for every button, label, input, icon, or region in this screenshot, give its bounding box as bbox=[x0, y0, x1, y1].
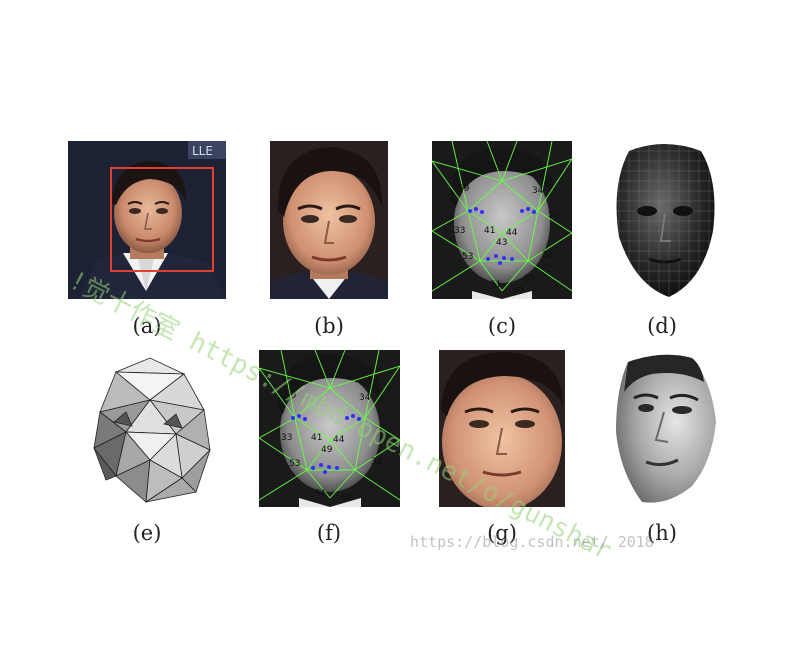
caption-c: (c) bbox=[487, 314, 517, 338]
caption-h: (h) bbox=[647, 521, 677, 545]
face-rotated-gray bbox=[612, 352, 720, 508]
landmark-label: 51 bbox=[490, 280, 501, 290]
face-model-3d bbox=[609, 141, 719, 299]
landmark-label: 53 bbox=[462, 252, 473, 262]
landmark-label: 59 bbox=[458, 184, 470, 194]
landmark-mesh-c: 59 34 59 41 44 43 33 33 51 59 53 60 bbox=[432, 141, 572, 299]
photo-cropped bbox=[270, 141, 388, 299]
landmark-label: 33 bbox=[371, 457, 382, 467]
landmark-label: 49 bbox=[321, 445, 333, 455]
landmark-label: 60 bbox=[512, 286, 524, 296]
landmark-label: 60 bbox=[341, 493, 353, 503]
landmark-label: 41 bbox=[311, 433, 322, 443]
caption-d: (d) bbox=[647, 314, 677, 338]
landmark-mesh-f: 59 34 41 44 49 33 33 51 53 60 bbox=[259, 350, 400, 507]
svg-text:LLE: LLE bbox=[192, 144, 213, 158]
caption-b: (b) bbox=[314, 314, 344, 338]
landmark-label: 53 bbox=[289, 459, 300, 469]
caption-a: (a) bbox=[132, 314, 162, 338]
landmark-label: 59 bbox=[548, 210, 560, 220]
landmark-label: 44 bbox=[333, 435, 345, 445]
landmark-label: 44 bbox=[506, 228, 518, 238]
caption-f: (f) bbox=[316, 521, 342, 545]
landmark-label: 34 bbox=[359, 393, 371, 403]
landmark-label: 33 bbox=[454, 226, 465, 236]
landmark-label: 43 bbox=[496, 238, 507, 248]
watermark-url: https://blog.csdn.net/ 2018 bbox=[410, 533, 654, 551]
triangle-mesh-3d bbox=[86, 352, 214, 508]
landmark-label: 59 bbox=[285, 391, 297, 401]
caption-e: (e) bbox=[132, 521, 162, 545]
landmark-label: 41 bbox=[484, 226, 495, 236]
landmark-label: 33 bbox=[281, 433, 292, 443]
caption-g: (g) bbox=[487, 521, 517, 545]
photo-frontalized bbox=[439, 350, 565, 507]
landmark-label: 33 bbox=[542, 250, 553, 260]
landmark-label: 34 bbox=[532, 186, 544, 196]
landmark-label: 59 bbox=[524, 274, 536, 284]
landmark-label: 51 bbox=[315, 489, 326, 499]
detection-box bbox=[110, 167, 214, 272]
